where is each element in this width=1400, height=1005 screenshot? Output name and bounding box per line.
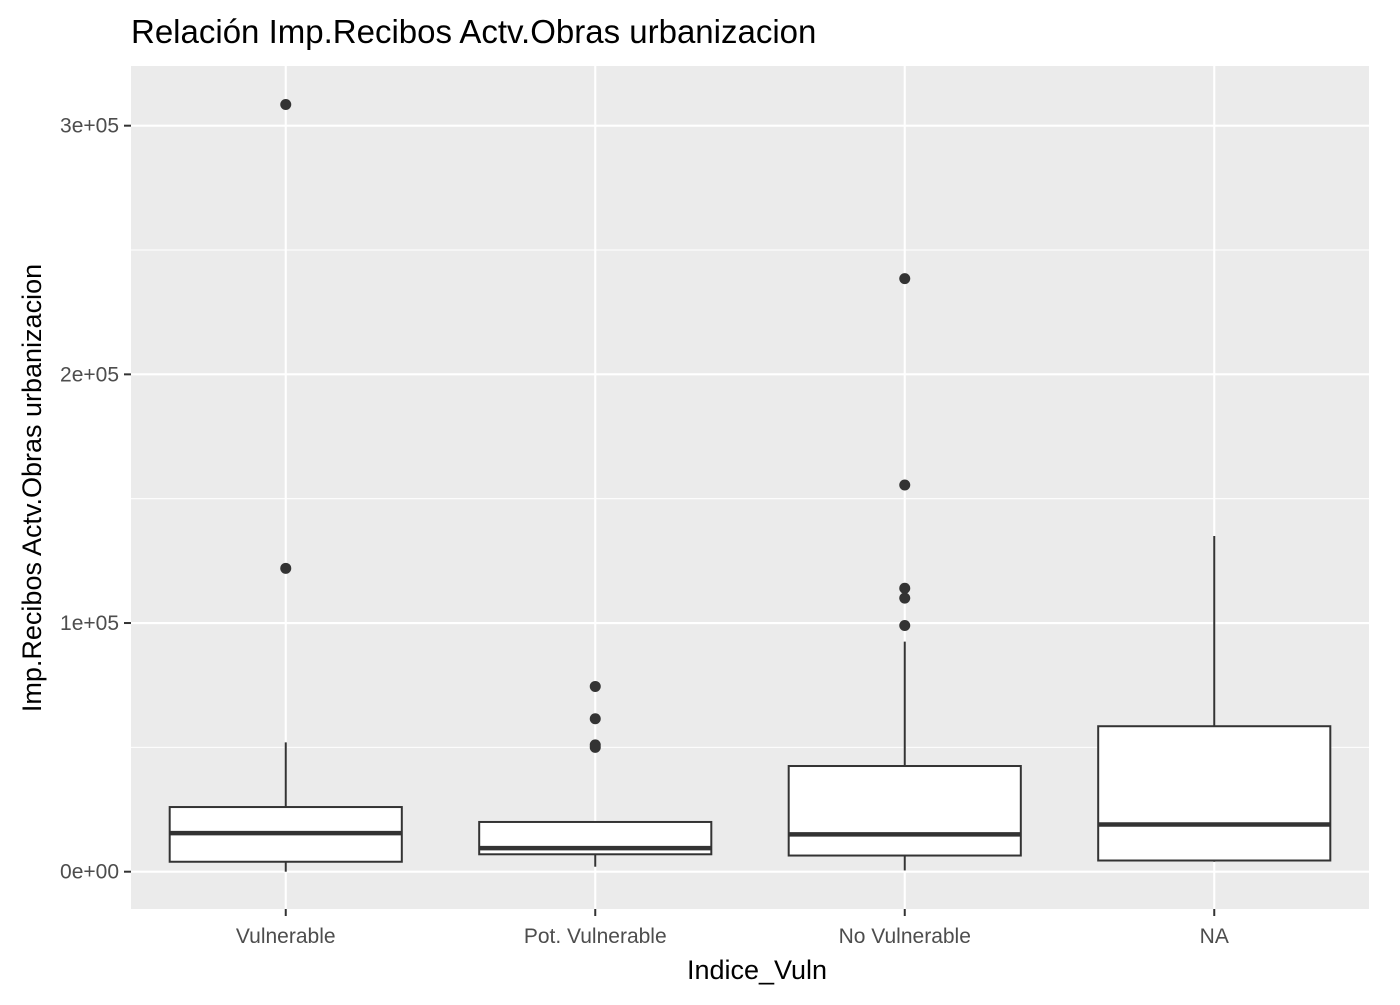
x-tick-label: Pot. Vulnerable [524,925,667,948]
outlier-point [899,582,911,594]
chart-title: Relación Imp.Recibos Actv.Obras urbaniza… [131,13,816,50]
y-tick-label: 1e+05 [60,612,119,635]
box-iqr [787,765,1022,857]
x-tick-label: Vulnerable [236,925,336,948]
boxplot-pot-vulnerable [478,680,713,867]
y-axis: 0e+00 1e+05 2e+05 3e+05 [60,115,131,884]
boxplot-no-vulnerable [787,273,1022,871]
x-tick-label: NA [1200,925,1229,948]
y-tick-label: 3e+05 [60,115,119,138]
y-axis-title: Imp.Recibos Actv.Obras urbanizacion [17,264,47,712]
boxplot-vulnerable [168,99,403,872]
outlier-point [899,273,911,285]
x-axis-title: Indice_Vuln [687,955,827,985]
x-axis: Vulnerable Pot. Vulnerable No Vulnerable NA [236,909,1229,948]
outlier-point [589,739,601,751]
x-tick-label: No Vulnerable [839,925,971,948]
outlier-point [280,99,292,111]
outlier-point [589,680,601,692]
y-tick-label: 2e+05 [60,363,119,386]
box-iqr [1097,725,1332,862]
y-tick-label: 0e+00 [60,861,119,884]
outlier-point [899,592,911,604]
boxplots [168,99,1332,872]
outlier-point [899,620,911,632]
boxplot-na [1097,535,1332,862]
outlier-point [280,562,292,574]
outlier-point [899,479,911,491]
outlier-point [589,713,601,725]
